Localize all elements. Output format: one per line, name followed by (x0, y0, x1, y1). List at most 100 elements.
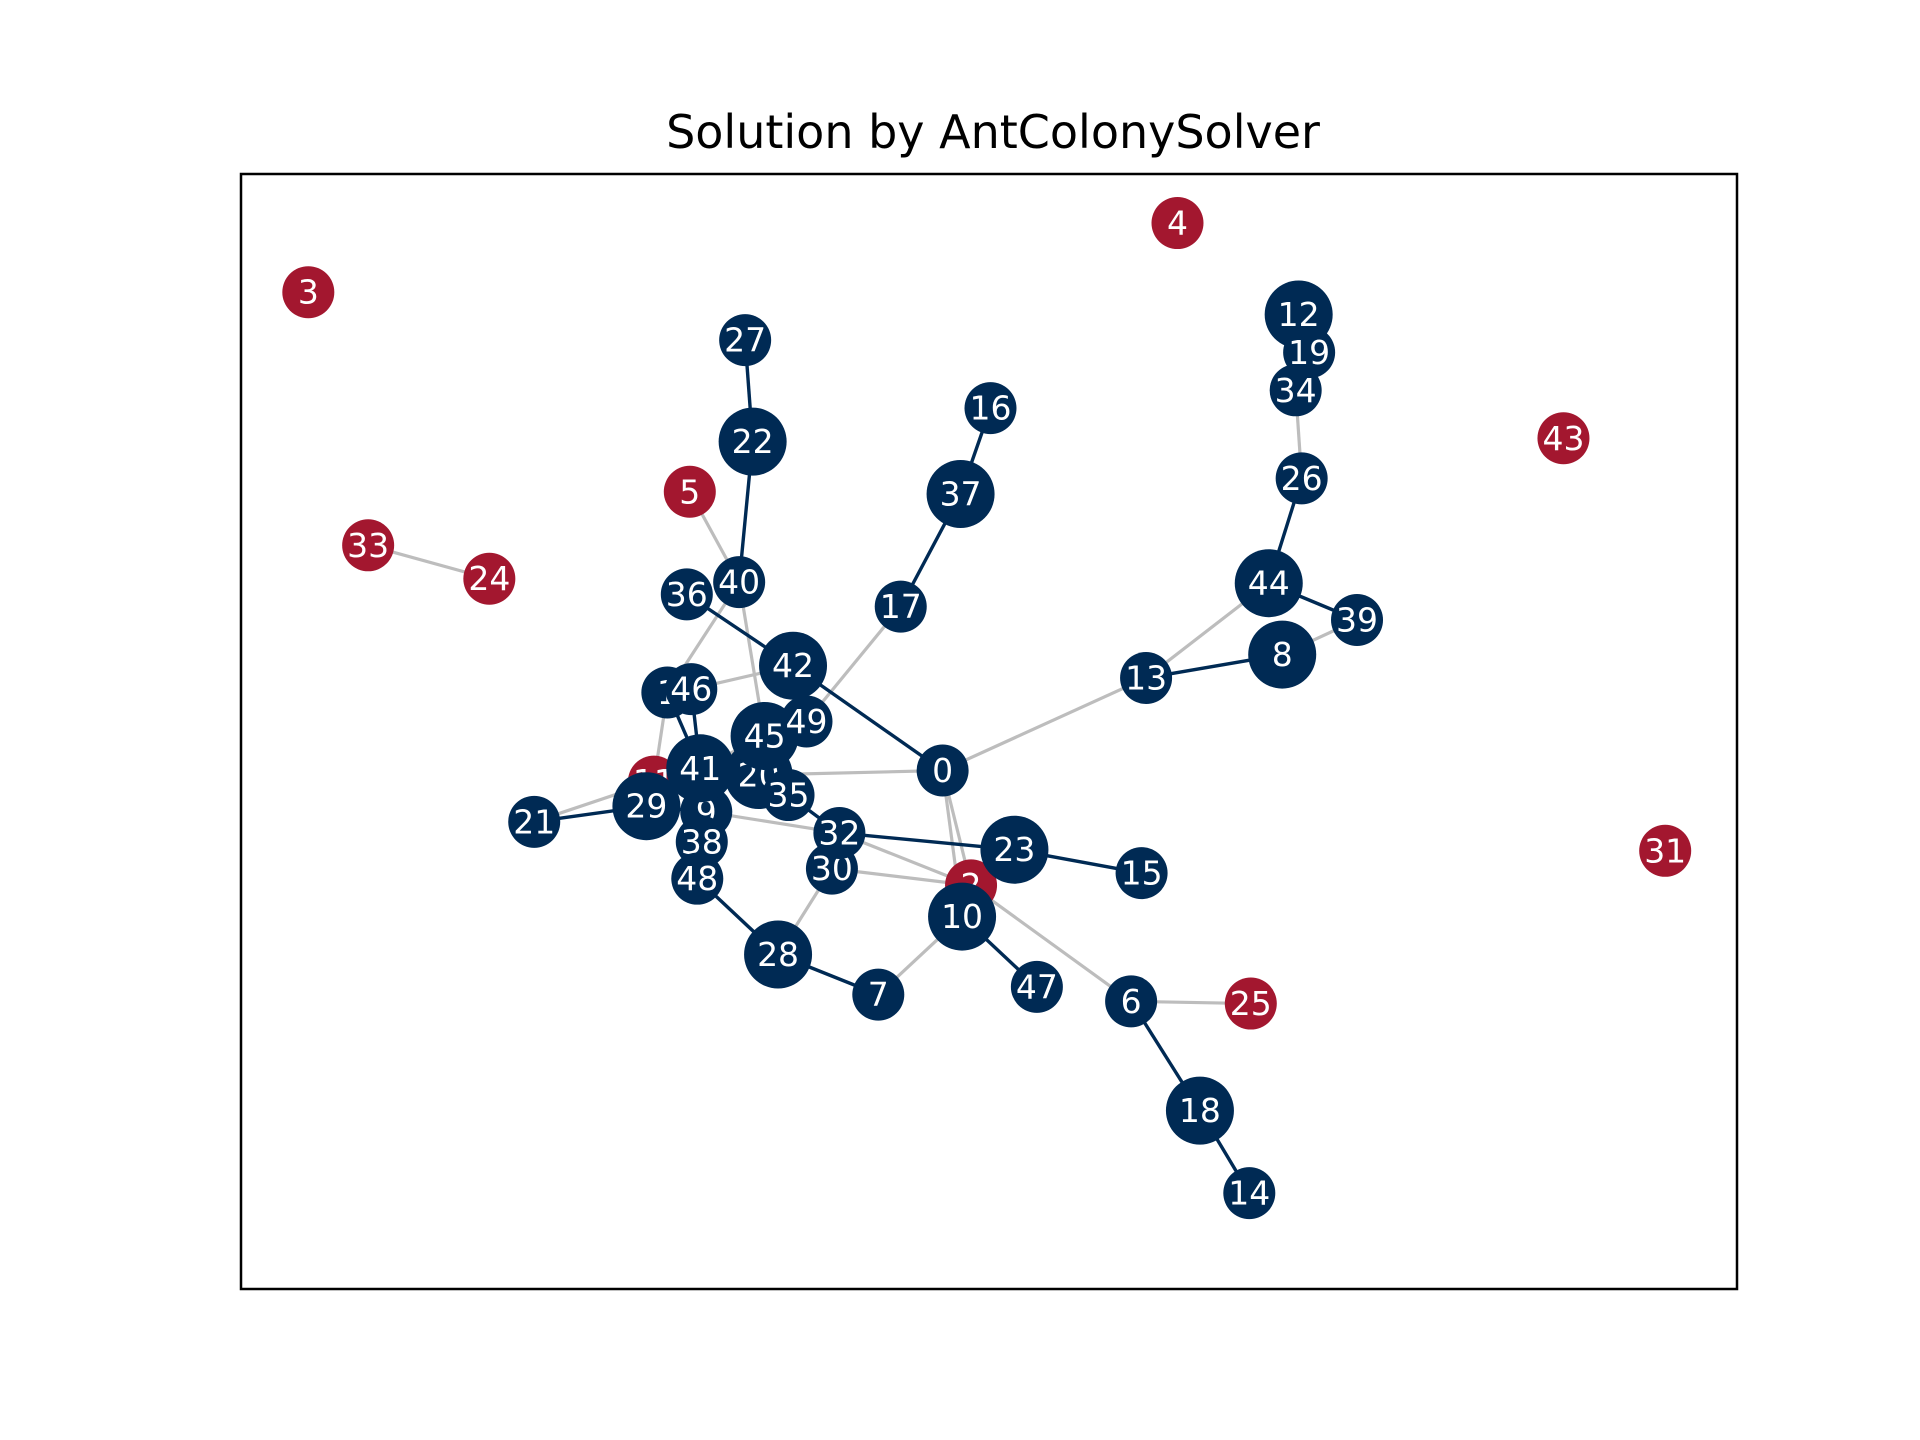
node-label-34: 34 (1275, 371, 1317, 410)
node-14: 14 (1223, 1167, 1276, 1220)
node-circle-34 (1269, 364, 1322, 417)
node-circle-42 (759, 631, 828, 700)
node-label-22: 22 (732, 422, 774, 461)
node-circle-15 (1115, 847, 1168, 900)
node-label-21: 21 (513, 802, 555, 841)
node-label-35: 35 (768, 776, 810, 815)
node-6: 6 (1105, 975, 1158, 1028)
node-18: 18 (1165, 1076, 1234, 1145)
node-48: 48 (671, 852, 724, 905)
node-circle-27 (719, 314, 772, 367)
node-circle-29 (612, 772, 681, 841)
node-circle-43 (1537, 412, 1590, 465)
node-label-24: 24 (468, 559, 510, 598)
node-46: 46 (665, 663, 718, 716)
node-label-14: 14 (1228, 1174, 1270, 1213)
node-35: 35 (762, 769, 815, 822)
node-0: 0 (916, 744, 969, 797)
node-circle-37 (926, 460, 995, 529)
node-circle-6 (1105, 975, 1158, 1028)
node-circle-4 (1151, 197, 1204, 250)
node-label-39: 39 (1336, 601, 1378, 640)
node-label-13: 13 (1125, 658, 1167, 697)
node-circle-35 (762, 769, 815, 822)
node-circle-8 (1248, 620, 1317, 689)
node-circle-24 (463, 552, 516, 605)
node-label-31: 31 (1644, 831, 1686, 870)
node-label-44: 44 (1248, 564, 1290, 603)
node-28: 28 (744, 920, 813, 989)
node-32: 32 (813, 806, 866, 859)
node-10: 10 (928, 882, 997, 951)
node-label-29: 29 (625, 787, 667, 826)
node-39: 39 (1331, 594, 1384, 646)
node-label-23: 23 (993, 830, 1035, 869)
chart-title: Solution by AntColonySolver (666, 105, 1320, 159)
node-label-27: 27 (724, 321, 766, 360)
node-circle-39 (1331, 594, 1384, 646)
node-44: 44 (1234, 549, 1303, 618)
node-circle-32 (813, 806, 866, 859)
node-label-36: 36 (666, 575, 708, 614)
node-circle-33 (342, 519, 395, 572)
node-24: 24 (463, 552, 516, 605)
node-label-32: 32 (818, 813, 860, 852)
node-7: 7 (852, 968, 905, 1021)
node-circle-7 (852, 968, 905, 1021)
node-circle-5 (663, 465, 716, 518)
node-circle-49 (780, 695, 833, 748)
node-label-4: 4 (1167, 204, 1188, 243)
node-33: 33 (342, 519, 395, 572)
node-label-17: 17 (880, 587, 922, 626)
node-label-16: 16 (969, 389, 1011, 428)
node-27: 27 (719, 314, 772, 367)
node-label-6: 6 (1121, 982, 1142, 1021)
node-label-28: 28 (757, 935, 799, 974)
node-circle-41 (666, 734, 735, 803)
node-label-5: 5 (679, 472, 700, 511)
node-26: 26 (1275, 452, 1328, 505)
node-label-47: 47 (1016, 967, 1058, 1006)
node-label-41: 41 (679, 749, 721, 788)
node-label-48: 48 (676, 859, 718, 898)
node-label-3: 3 (298, 273, 319, 312)
node-circle-14 (1223, 1167, 1276, 1220)
node-4: 4 (1151, 197, 1204, 250)
node-circle-0 (916, 744, 969, 797)
node-circle-3 (282, 266, 335, 319)
node-label-49: 49 (785, 702, 827, 741)
node-circle-22 (718, 407, 787, 476)
node-label-42: 42 (772, 646, 814, 685)
node-circle-23 (980, 815, 1049, 884)
node-circle-44 (1234, 549, 1303, 618)
node-34: 34 (1269, 364, 1322, 417)
node-label-15: 15 (1121, 854, 1163, 893)
node-label-33: 33 (347, 526, 389, 565)
node-17: 17 (874, 580, 927, 633)
node-circle-21 (508, 795, 561, 848)
node-circle-46 (665, 663, 718, 716)
node-label-18: 18 (1179, 1091, 1221, 1130)
node-43: 43 (1537, 412, 1590, 465)
node-circle-16 (964, 382, 1017, 435)
node-40: 40 (713, 556, 766, 609)
node-8: 8 (1248, 620, 1317, 689)
node-31: 31 (1639, 824, 1692, 877)
node-label-10: 10 (941, 897, 983, 936)
node-circle-48 (671, 852, 724, 905)
node-label-37: 37 (940, 475, 982, 514)
node-label-26: 26 (1281, 459, 1323, 498)
node-47: 47 (1010, 960, 1063, 1013)
node-circle-40 (713, 556, 766, 609)
node-36: 36 (660, 568, 713, 621)
node-25: 25 (1224, 977, 1277, 1030)
node-22: 22 (718, 407, 787, 476)
node-label-43: 43 (1542, 419, 1584, 458)
node-29: 29 (612, 772, 681, 841)
node-circle-36 (660, 568, 713, 621)
node-41: 41 (666, 734, 735, 803)
node-label-46: 46 (670, 670, 712, 709)
node-16: 16 (964, 382, 1017, 435)
plot-frame (239, 172, 1739, 1291)
